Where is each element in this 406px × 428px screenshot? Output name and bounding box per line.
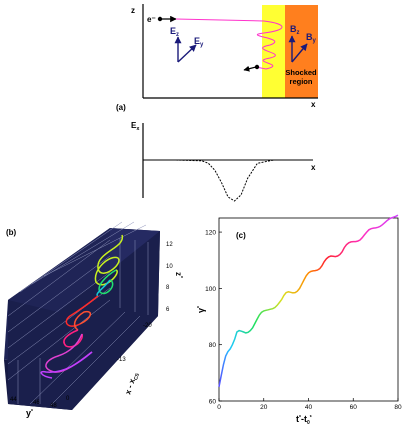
panel-b-label: (b) xyxy=(6,228,17,237)
grid-line xyxy=(19,221,123,293)
y-ticks: 60 80 100 120 xyxy=(205,230,222,406)
x-axis-label: t*-t0* xyxy=(296,414,312,426)
y-tick-label: 120 xyxy=(205,230,216,237)
grid-line xyxy=(29,311,126,405)
x-tick-label: 60 xyxy=(350,404,358,411)
b-y-tick-46: 46 xyxy=(33,400,40,406)
axis-x-label: x xyxy=(311,100,316,109)
b-y-tick-44: 44 xyxy=(10,397,17,403)
panel-c-label: (c) xyxy=(236,231,246,240)
e-field-arrows xyxy=(174,36,197,63)
y-tick-label: 100 xyxy=(205,286,216,293)
b-y-tick-0: 0 xyxy=(66,396,70,402)
ez-label: Ez xyxy=(170,26,179,38)
b-y-tick-48: 48 xyxy=(50,403,57,409)
bz-label: Bz xyxy=(290,24,300,36)
ex-y-label: Ex xyxy=(131,121,140,132)
3d-trajectory xyxy=(40,234,123,379)
b-z-tick-12: 12 xyxy=(166,242,173,248)
x-tick-label: 40 xyxy=(305,404,313,411)
electron-label: e⁻ xyxy=(147,15,156,24)
axis-z-label: z xyxy=(131,6,135,15)
plot-frame xyxy=(218,217,399,402)
b-z-tick-10: 10 xyxy=(166,264,173,270)
grid-line xyxy=(7,299,111,381)
grid-line xyxy=(7,239,111,317)
panel-c-chart: (c) 60 80 100 120 0 20 40 60 80 γ* t*-t0* xyxy=(196,214,402,426)
b-xcs-axis-label: x - xCS xyxy=(123,370,141,396)
x-tick-label: 20 xyxy=(260,404,268,411)
shocked-region-label-1: Shocked xyxy=(285,68,317,77)
ex-x-label: x xyxy=(311,163,316,172)
panel-a-label: (a) xyxy=(116,103,126,112)
x-ticks: 0 20 40 60 80 xyxy=(217,398,402,411)
x-tick-label: 80 xyxy=(394,404,402,411)
b-z-tick-8: 8 xyxy=(166,285,170,291)
electron-dot xyxy=(157,16,163,22)
grid-line xyxy=(7,255,111,333)
reflected-electron-arrow xyxy=(243,65,257,72)
panel-a-schematic: z x e⁻ Ez Ey Bz By Shocked region (a) xyxy=(116,4,318,112)
y-tick-label: 60 xyxy=(209,399,217,406)
grid-line xyxy=(43,224,147,277)
shocked-region-label-2: region xyxy=(290,77,313,86)
ey-label: Ey xyxy=(194,36,204,48)
reflected-electron-dot xyxy=(254,64,260,70)
gyration-trajectory xyxy=(255,20,283,70)
shock-front-yellow xyxy=(262,5,285,98)
panel-ex-profile: Ex x xyxy=(131,121,316,202)
b-xcs-tick-20: -20 xyxy=(143,323,152,329)
by-label: By xyxy=(306,32,317,44)
b-y-axis-label: y* xyxy=(26,408,33,418)
gamma-series-line xyxy=(218,214,399,388)
grid-line xyxy=(49,315,141,407)
grid-line xyxy=(7,271,111,349)
b-field-arrows xyxy=(288,35,308,63)
panel-b-3d: (b) 12 10 8 6 z* -20 -13 x - xCS 44 xyxy=(4,221,183,418)
x-tick-label: 0 xyxy=(217,404,221,411)
y-axis-label: γ* xyxy=(196,306,206,313)
ex-profile-curve xyxy=(143,159,313,202)
b-z-axis-label: z* xyxy=(174,272,183,278)
b-xcs-tick-13: -13 xyxy=(117,357,126,363)
b-z-tick-6: 6 xyxy=(166,307,170,313)
incoming-trajectory xyxy=(175,18,265,22)
y-tick-label: 80 xyxy=(209,342,217,349)
